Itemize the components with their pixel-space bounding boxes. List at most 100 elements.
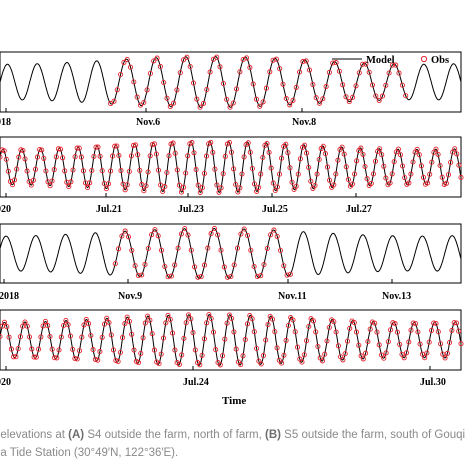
obs-point xyxy=(120,335,126,341)
obs-point xyxy=(17,334,23,340)
obs-point xyxy=(456,162,462,168)
obs-point xyxy=(386,70,392,76)
obs-point xyxy=(228,149,235,155)
obs-point xyxy=(222,153,228,159)
obs-point xyxy=(176,182,182,188)
obs-point xyxy=(240,353,246,359)
obs-point xyxy=(213,347,219,353)
obs-point xyxy=(254,273,260,280)
obs-point xyxy=(49,346,55,352)
obs-point xyxy=(208,139,214,145)
obs-point xyxy=(367,326,373,332)
x-tick-label: Jul.30 xyxy=(420,377,446,388)
obs-point xyxy=(369,82,376,88)
obs-point xyxy=(155,233,161,239)
obs-point xyxy=(356,70,362,76)
obs-point xyxy=(110,347,117,353)
obs-point xyxy=(347,325,353,331)
obs-point xyxy=(354,158,360,164)
obs-point xyxy=(153,151,159,157)
obs-point xyxy=(103,186,109,192)
obs-point xyxy=(331,319,337,325)
obs-point xyxy=(228,273,234,280)
obs-point xyxy=(233,181,239,188)
obs-point xyxy=(257,103,263,109)
obs-point xyxy=(37,146,43,153)
obs-point xyxy=(132,263,138,269)
obs-point xyxy=(124,314,130,320)
obs-point xyxy=(104,315,110,321)
obs-point xyxy=(217,64,223,70)
obs-point xyxy=(201,336,207,342)
obs-point xyxy=(394,329,400,335)
obs-point xyxy=(124,182,130,188)
obs-point xyxy=(53,154,59,160)
obs-point xyxy=(151,58,157,64)
obs-point xyxy=(12,177,18,183)
obs-point xyxy=(188,316,194,322)
obs-point xyxy=(391,159,397,165)
obs-point xyxy=(435,329,441,335)
obs-point xyxy=(181,57,187,63)
obs-point xyxy=(340,82,346,88)
obs-point xyxy=(408,171,414,177)
obs-point xyxy=(33,354,39,360)
obs-point xyxy=(415,329,421,335)
obs-point xyxy=(363,350,369,356)
obs-point xyxy=(320,143,326,149)
obs-point xyxy=(70,346,76,352)
obs-point xyxy=(251,181,258,187)
obs-point xyxy=(383,82,389,88)
obs-point xyxy=(220,353,226,359)
obs-point xyxy=(112,143,118,149)
obs-point xyxy=(330,60,336,66)
obs-point xyxy=(195,274,201,280)
obs-point xyxy=(165,312,171,318)
axes-frame xyxy=(0,223,462,284)
obs-point xyxy=(274,233,280,239)
obs-point xyxy=(297,69,303,75)
obs-point xyxy=(160,335,167,341)
obs-point xyxy=(360,61,366,67)
obs-point xyxy=(118,71,124,78)
obs-point xyxy=(226,139,233,146)
obs-point xyxy=(5,168,11,174)
obs-point xyxy=(251,263,257,270)
obs-point xyxy=(185,312,192,318)
obs-point xyxy=(422,355,428,361)
obs-point xyxy=(83,316,89,323)
panel-d: 020 Jul.24 Jul.30 xyxy=(0,309,464,388)
obs-point xyxy=(244,321,251,327)
obs-point xyxy=(376,97,382,103)
obs-point xyxy=(341,151,347,157)
obs-point xyxy=(131,347,137,353)
obs-point xyxy=(266,149,272,155)
obs-point xyxy=(205,245,211,251)
obs-point xyxy=(247,149,253,155)
obs-point xyxy=(335,343,341,349)
obs-point xyxy=(297,156,303,162)
obs-point xyxy=(400,163,406,169)
obs-point xyxy=(151,141,157,147)
obs-point xyxy=(383,175,389,181)
obs-point xyxy=(374,329,380,335)
obs-point xyxy=(331,182,337,188)
obs-point xyxy=(51,167,57,173)
obs-point xyxy=(399,351,405,357)
obs-point xyxy=(244,232,251,239)
obs-point xyxy=(287,165,293,171)
obs-point xyxy=(306,164,312,170)
obs-point xyxy=(143,183,149,189)
obs-point xyxy=(189,140,195,146)
obs-point xyxy=(194,96,200,102)
caption-panel-b-ref: (B) xyxy=(265,429,281,441)
obs-point xyxy=(324,338,330,344)
obs-point xyxy=(95,144,101,150)
obs-point xyxy=(392,321,398,327)
obs-point xyxy=(283,141,289,147)
obs-point xyxy=(373,93,379,99)
obs-point xyxy=(88,332,94,339)
obs-point xyxy=(145,313,151,319)
obs-point xyxy=(112,261,118,267)
obs-point xyxy=(431,320,437,326)
